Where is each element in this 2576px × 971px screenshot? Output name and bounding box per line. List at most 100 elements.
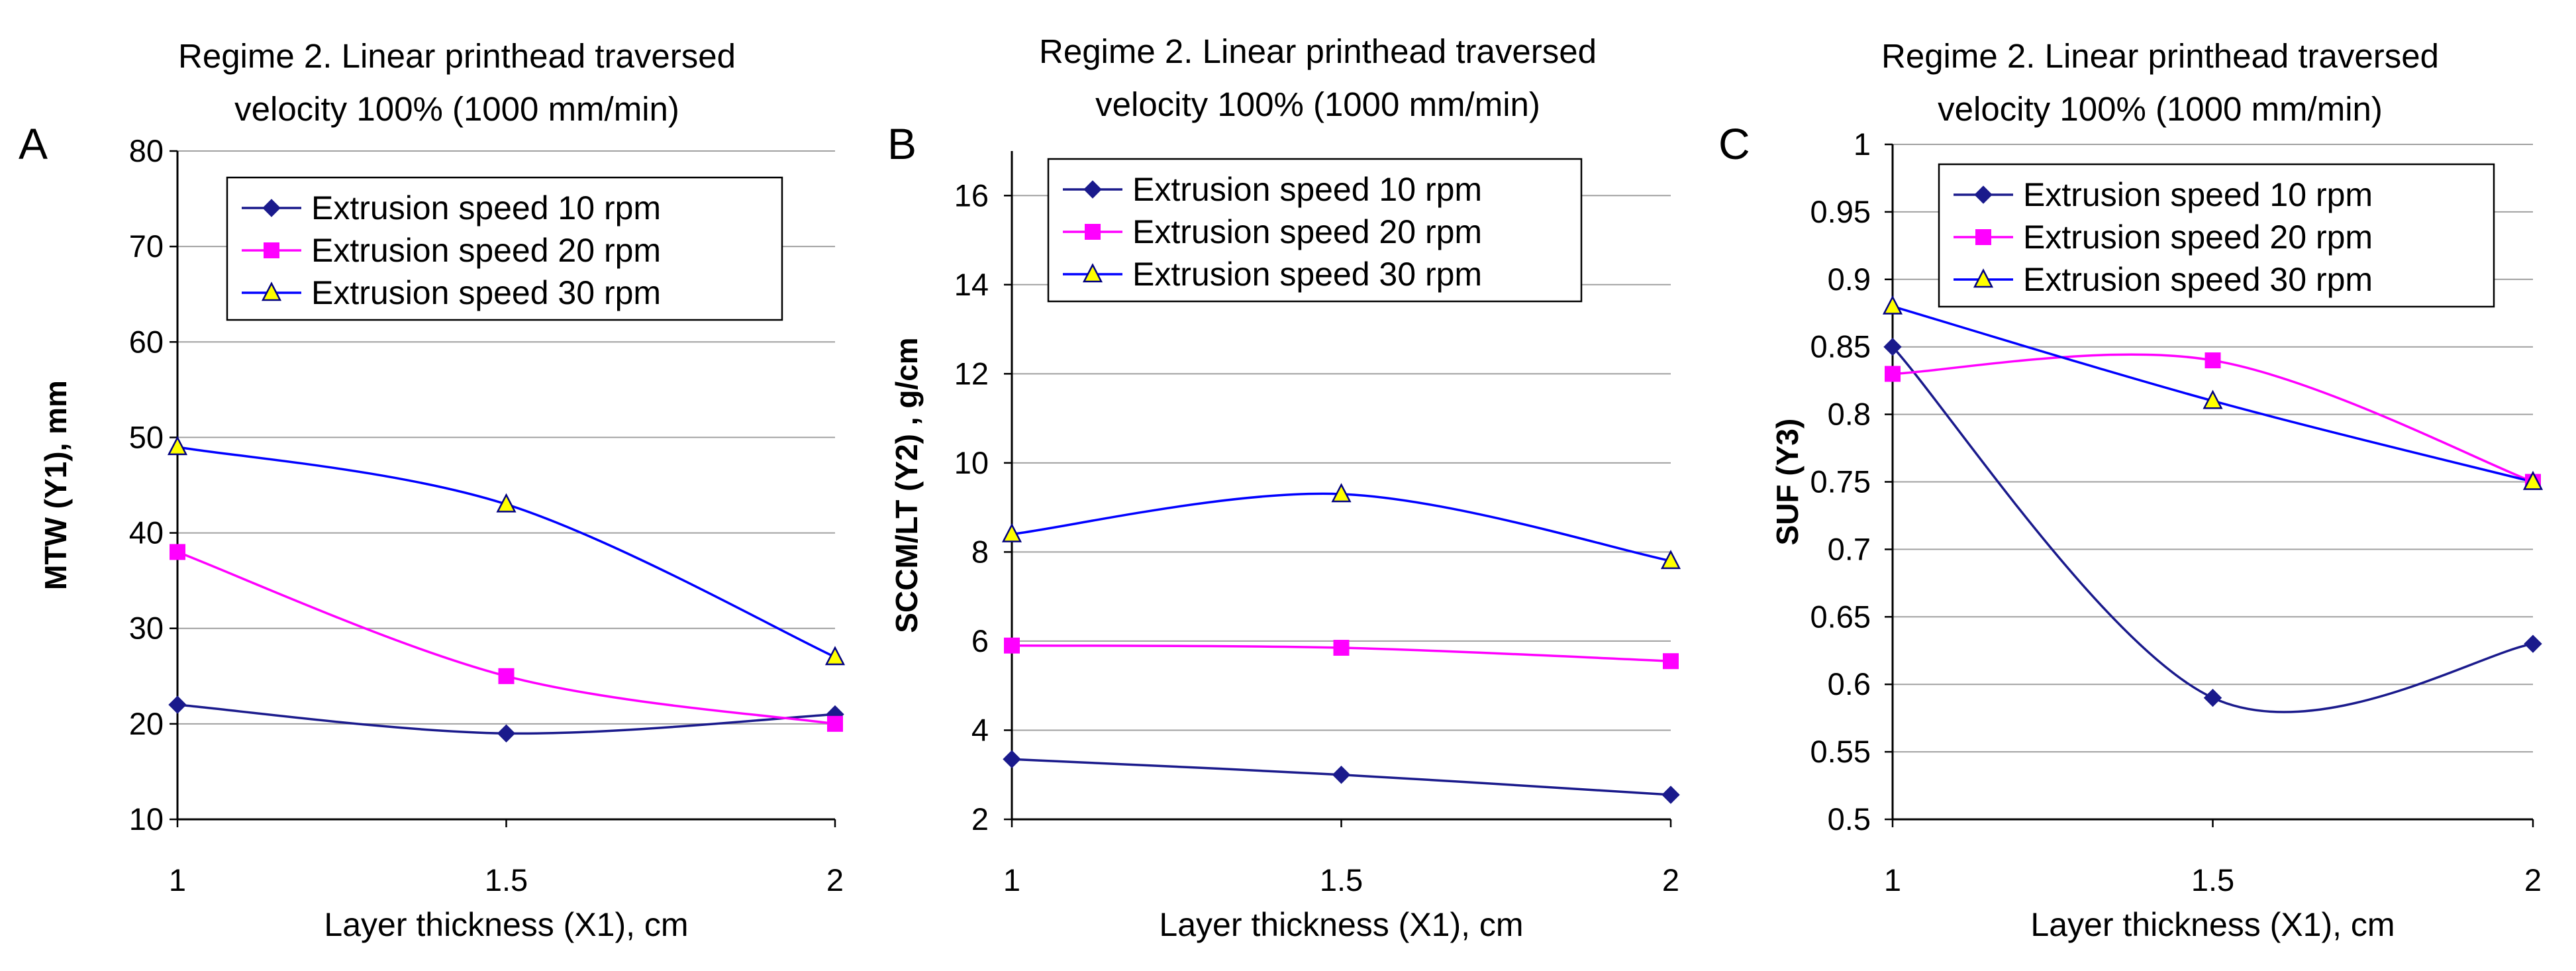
y-tick-label: 20 — [129, 706, 164, 741]
chart-panel-a: Regime 2. Linear printhead traversed velo… — [19, 37, 846, 943]
legend-entry: Extrusion speed 20 rpm — [1132, 213, 1482, 250]
data-point-square — [498, 668, 515, 684]
data-point-diamond — [168, 695, 187, 714]
data-point-diamond — [1661, 786, 1680, 804]
data-point-triangle — [496, 493, 517, 513]
chart-title-line: velocity 100% (1000 mm/min) — [1938, 90, 2383, 128]
legend-box — [1938, 163, 2495, 308]
y-axis-label: SCCM/LT (Y2) , g/cm — [889, 337, 924, 633]
y-tick-label: 0.85 — [1810, 329, 1871, 364]
y-tick-label: 0.8 — [1828, 397, 1871, 432]
y-tick-label: 0.6 — [1828, 666, 1871, 701]
data-point-diamond — [1003, 750, 1021, 768]
data-point-diamond — [2524, 635, 2542, 653]
legend-entry: Extrusion speed 30 rpm — [311, 274, 661, 311]
y-tick-label: 0.7 — [1828, 531, 1871, 566]
data-point-square — [1004, 637, 1020, 654]
y-tick-label: 14 — [954, 267, 989, 302]
y-tick-label: 2 — [971, 801, 989, 837]
series-line-square — [1892, 353, 2534, 484]
data-point-triangle — [1882, 295, 1903, 315]
y-tick-label: 8 — [971, 534, 989, 569]
x-tick-label: 1 — [1884, 862, 1901, 897]
y-tick-label: 0.55 — [1810, 734, 1871, 769]
legend: Extrusion speed 10 rpm Extrusion speed 20… — [226, 176, 783, 321]
data-point-triangle — [824, 646, 846, 666]
x-tick-label: 1 — [169, 862, 186, 897]
y-tick-label: 0.75 — [1810, 464, 1871, 499]
y-tick-label: 60 — [129, 324, 164, 359]
y-tick-label: 12 — [954, 356, 989, 391]
y-tick-label: 10 — [954, 445, 989, 480]
chart-panel-c: Regime 2. Linear printhead traversed velo… — [1718, 37, 2544, 943]
legend-entry: Extrusion speed 10 rpm — [2023, 176, 2373, 213]
y-tick-label: 6 — [971, 623, 989, 658]
legend-entry: Extrusion speed 30 rpm — [1132, 256, 1482, 293]
legend-marker-triangle — [1973, 268, 1994, 288]
x-axis-label: Layer thickness (X1), cm — [324, 906, 688, 943]
legend-marker-square — [1975, 229, 1991, 245]
legend-entry: Extrusion speed 20 rpm — [2023, 219, 2373, 256]
x-tick-label: 1.5 — [1320, 862, 1363, 897]
legend-marker-diamond — [1974, 185, 1993, 204]
y-tick-label: 30 — [129, 611, 164, 646]
x-tick-label: 1.5 — [485, 862, 528, 897]
y-tick-label: 0.5 — [1828, 801, 1871, 837]
chart-title-line: velocity 100% (1000 mm/min) — [1095, 85, 1540, 123]
legend-entry: Extrusion speed 20 rpm — [311, 232, 661, 269]
data-point-diamond — [1332, 766, 1351, 784]
legend-entry: Extrusion speed 10 rpm — [311, 189, 661, 227]
series-line-triangle — [177, 446, 836, 658]
legend-entry: Extrusion speed 30 rpm — [2023, 261, 2373, 298]
chart-title-line: velocity 100% (1000 mm/min) — [234, 90, 679, 128]
x-tick-label: 1.5 — [2191, 862, 2234, 897]
y-tick-label: 0.9 — [1828, 262, 1871, 297]
data-point-triangle — [2203, 389, 2223, 409]
data-point-triangle — [1660, 550, 1681, 570]
panel-letter: C — [1718, 119, 1750, 168]
data-point-square — [1885, 366, 1901, 382]
legend-entry: Extrusion speed 10 rpm — [1132, 171, 1482, 208]
y-tick-label: 0.95 — [1810, 194, 1871, 229]
series-line-triangle — [1011, 492, 1671, 562]
x-tick-label: 1 — [1003, 862, 1020, 897]
y-axis-label: SUF (Y3) — [1770, 419, 1805, 546]
y-tick-label: 0.65 — [1810, 599, 1871, 634]
data-point-triangle — [1331, 483, 1352, 503]
legend-marker-square — [1085, 224, 1101, 240]
x-axis-label: Layer thickness (X1), cm — [1159, 906, 1523, 943]
legend: Extrusion speed 10 rpm Extrusion speed 20… — [1047, 158, 1583, 303]
data-point-triangle — [2522, 470, 2544, 490]
legend: Extrusion speed 10 rpm Extrusion speed 20… — [1938, 163, 2495, 308]
y-tick-label: 4 — [971, 712, 989, 747]
y-tick-label: 1 — [1854, 127, 1871, 162]
x-tick-label: 2 — [826, 862, 844, 897]
y-axis-label: MTW (Y1), mm — [38, 380, 73, 590]
x-axis-label: Layer thickness (X1), cm — [2030, 906, 2395, 943]
data-point-triangle — [167, 436, 188, 456]
panel-letter: A — [19, 119, 48, 168]
data-point-square — [827, 715, 843, 732]
data-point-diamond — [2203, 688, 2222, 707]
y-tick-label: 16 — [954, 178, 989, 213]
legend-marker-diamond — [262, 199, 281, 217]
legend-marker-diamond — [1083, 180, 1102, 199]
legend-marker-triangle — [1082, 263, 1103, 283]
legend-box — [1047, 158, 1583, 303]
legend-marker-square — [264, 242, 279, 258]
chart-panel-b: Regime 2. Linear printhead traversed velo… — [887, 32, 1681, 943]
chart-title-line: Regime 2. Linear printhead traversed — [1039, 32, 1597, 70]
legend-marker-triangle — [261, 281, 282, 301]
data-point-square — [1663, 653, 1679, 670]
series-line-diamond — [1891, 346, 2534, 713]
panel-letter: B — [887, 119, 916, 168]
series-line-square — [177, 550, 836, 725]
data-point-diamond — [1883, 337, 1902, 356]
x-tick-label: 2 — [2524, 862, 2542, 897]
y-tick-label: 70 — [129, 229, 164, 264]
y-tick-label: 40 — [129, 515, 164, 550]
x-tick-label: 2 — [1662, 862, 1679, 897]
data-point-square — [2204, 352, 2221, 369]
data-point-square — [1333, 640, 1350, 656]
